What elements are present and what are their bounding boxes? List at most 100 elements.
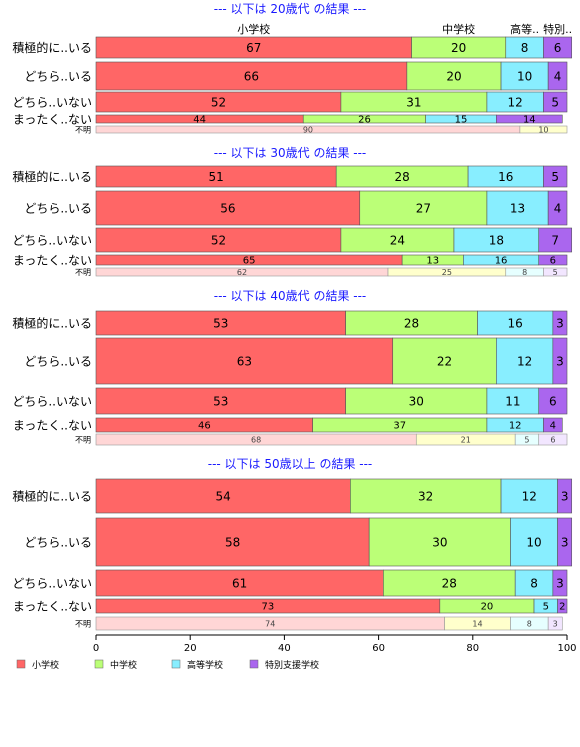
category-label: 積極的に..いる	[12, 169, 92, 184]
bar-segment	[368, 517, 511, 567]
data-label: 16	[495, 256, 508, 267]
bar-segment	[486, 190, 549, 226]
data-label: 6	[550, 435, 555, 444]
legend-label: 高等学校	[187, 659, 223, 671]
data-label: 4	[550, 421, 556, 432]
data-label: 37	[393, 421, 406, 432]
data-label: 8	[527, 619, 532, 628]
bar-segment	[552, 310, 568, 336]
x-tick-label: 60	[372, 643, 385, 654]
bar-segment	[359, 190, 488, 226]
data-label: 3	[556, 576, 564, 590]
legend-label: 中学校	[110, 659, 137, 671]
data-label: 5	[551, 95, 559, 109]
data-label: 28	[442, 576, 457, 590]
data-label: 31	[406, 95, 421, 109]
category-label: 積極的に..いる	[12, 316, 92, 331]
bar-segment	[95, 337, 394, 385]
category-label: 不明	[75, 268, 91, 277]
data-label: 26	[358, 115, 371, 126]
data-label: 3	[561, 489, 569, 503]
bar-segment	[538, 387, 568, 415]
data-label: 52	[211, 95, 226, 109]
category-label: どちら..いる	[24, 202, 92, 216]
data-label: 65	[243, 256, 256, 267]
category-label: まったく..ない	[13, 419, 92, 433]
data-label: 4	[554, 69, 562, 83]
data-label: 7	[551, 233, 559, 247]
bar-segment	[543, 165, 568, 188]
data-label: 16	[498, 170, 513, 184]
data-label: 56	[220, 201, 235, 215]
data-label: 14	[523, 115, 536, 126]
legend-label: 小学校	[32, 659, 59, 671]
data-label: 67	[246, 41, 261, 55]
data-label: 28	[395, 170, 410, 184]
data-label: 13	[426, 256, 439, 267]
category-label: 積極的に..いる	[12, 40, 92, 55]
category-label: どちら..いる	[24, 70, 92, 84]
legend-swatch	[94, 659, 104, 669]
data-label: 27	[416, 201, 431, 215]
data-label: 2	[559, 602, 565, 613]
data-label: 8	[522, 268, 527, 277]
column-header: 小学校	[237, 22, 270, 36]
bar-segment	[95, 61, 408, 91]
category-label: どちら..いない	[12, 577, 92, 591]
bar-segment	[547, 190, 568, 226]
data-label: 16	[508, 316, 523, 330]
data-label: 28	[404, 316, 419, 330]
bar-segment	[552, 569, 568, 597]
data-label: 32	[418, 489, 433, 503]
bar-segment	[543, 36, 573, 59]
bar-segment	[547, 61, 568, 91]
data-label: 61	[232, 576, 247, 590]
category-label: どちら..いる	[24, 536, 92, 550]
data-label: 54	[216, 489, 231, 503]
x-tick-label: 20	[184, 643, 197, 654]
bar-segment	[557, 598, 568, 614]
data-label: 20	[451, 41, 466, 55]
data-label: 62	[237, 268, 247, 277]
data-label: 74	[265, 619, 275, 628]
bar-segment	[340, 227, 455, 253]
category-label: 不明	[75, 620, 91, 629]
data-label: 10	[517, 69, 532, 83]
bar-segment	[95, 517, 370, 567]
category-label: 積極的に..いる	[12, 489, 92, 504]
data-label: 12	[522, 489, 537, 503]
data-label: 5	[553, 268, 558, 277]
bar-segment	[538, 433, 568, 446]
data-label: 8	[530, 576, 538, 590]
data-label: 51	[208, 170, 223, 184]
data-label: 11	[505, 394, 520, 408]
bar-segment	[486, 387, 540, 415]
bar-segment	[95, 190, 361, 226]
panel-title: --- 以下は 20歳代 の結果 ---	[214, 2, 367, 16]
data-label: 8	[521, 41, 529, 55]
data-label: 22	[437, 354, 452, 368]
x-tick-label: 40	[278, 643, 291, 654]
data-label: 3	[553, 619, 558, 628]
data-label: 12	[509, 421, 522, 432]
bar-segment	[543, 417, 563, 433]
data-label: 5	[551, 170, 559, 184]
bar-segment	[406, 61, 502, 91]
data-label: 3	[556, 316, 564, 330]
data-label: 25	[442, 268, 452, 277]
legend-swatch	[249, 659, 259, 669]
legend-label: 特別支援学校	[265, 659, 319, 671]
category-label: まったく..ない	[13, 600, 92, 614]
data-label: 66	[244, 69, 259, 83]
data-label: 53	[213, 394, 228, 408]
legend-swatch	[16, 659, 26, 669]
bar-segment	[496, 114, 563, 124]
data-label: 3	[561, 535, 569, 549]
data-label: 12	[517, 354, 532, 368]
bar-segment	[95, 310, 346, 336]
data-label: 20	[446, 69, 461, 83]
bar-segment	[345, 310, 478, 336]
panel-title: --- 以下は 40歳代 の結果 ---	[214, 289, 367, 303]
data-label: 6	[554, 41, 562, 55]
bar-segment	[543, 267, 568, 277]
